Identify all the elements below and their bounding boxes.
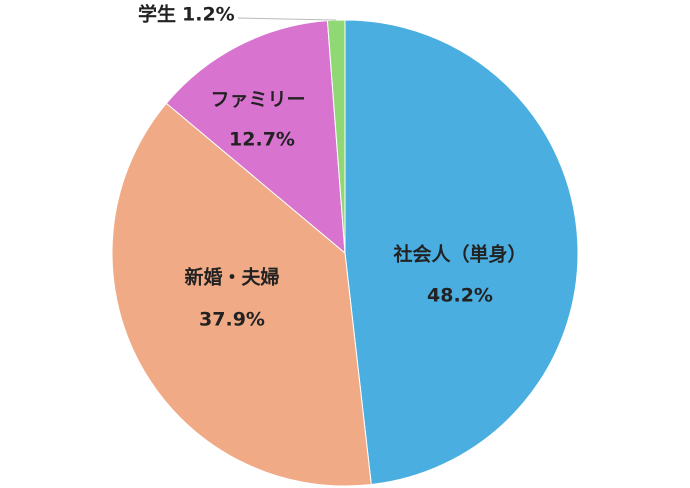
pie-slice [344,19,579,486]
pie-slice [326,19,346,254]
value-label: 37.9% [199,309,265,331]
slice-label: 社会人（単身） [392,243,526,266]
value-label: 48.2% [427,285,493,307]
pie-slice [111,102,372,487]
leader-line [237,17,337,21]
value-label: 12.7% [229,129,295,151]
slice-label: 学生 [138,3,176,26]
slice-label: 新婚・夫婦 [184,266,279,289]
pie-slice [165,20,346,255]
slice-label: ファミリー [210,89,305,111]
value-label: 1.2% [182,4,235,26]
